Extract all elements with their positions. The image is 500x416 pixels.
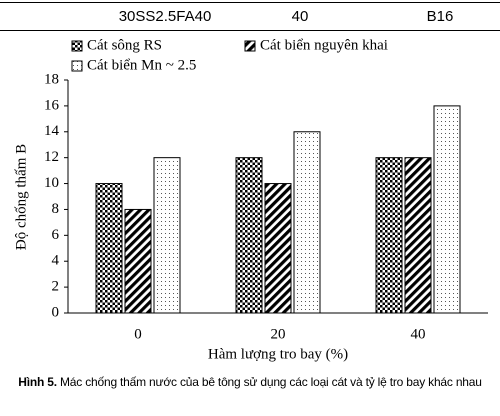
legend-label: Cát biển Mn ~ 2.5 [87,57,196,73]
table-cell: 40 [291,8,309,25]
bar [433,105,461,314]
x-axis-label: Hàm lượng tro bay (%) [208,346,348,362]
table-cell: B16 [426,8,454,25]
y-tick-label: 0 [52,304,60,320]
chart: Độ chống thấm B Hàm lượng tro bay (%) 0 2… [13,37,488,362]
bar [293,131,321,314]
y-tick-label: 14 [44,123,60,139]
caption-label: Hình 5. [18,375,57,389]
y-axis-label: Độ chống thấm B [13,144,29,250]
bar [153,157,181,314]
y-tick-label: 2 [52,279,60,295]
bar [375,157,403,314]
caption: Hình 5. Mác chống thấm nước của bê tông … [8,374,492,391]
legend-label: Cát sông RS [87,37,162,53]
y-tick-label: 18 [44,71,59,87]
bar [95,183,123,314]
y-tick-label: 8 [52,201,60,217]
caption-text: Mác chống thấm nước của bê tông sử dụng … [60,375,482,389]
table-cell: 30SS2.5FA40 [118,8,212,25]
y-tick-label: 16 [44,97,60,113]
x-tick-label: 40 [411,326,426,342]
legend-swatch [71,40,83,52]
bar [235,157,263,314]
bar [264,183,292,314]
y-tick-label: 6 [52,227,60,243]
y-tick-label: 4 [52,253,60,269]
x-tick-label: 20 [271,326,286,342]
bar [404,157,432,314]
y-tick-label: 12 [44,149,59,165]
bar [124,208,152,314]
y-tick-label: 10 [44,175,59,191]
legend-swatch [244,40,256,52]
legend-label: Cát biển nguyên khai [260,37,388,53]
table-row: 30SS2.5FA40 40 B16 [0,2,500,31]
x-tick-label: 0 [134,326,142,342]
legend-swatch [71,60,83,72]
